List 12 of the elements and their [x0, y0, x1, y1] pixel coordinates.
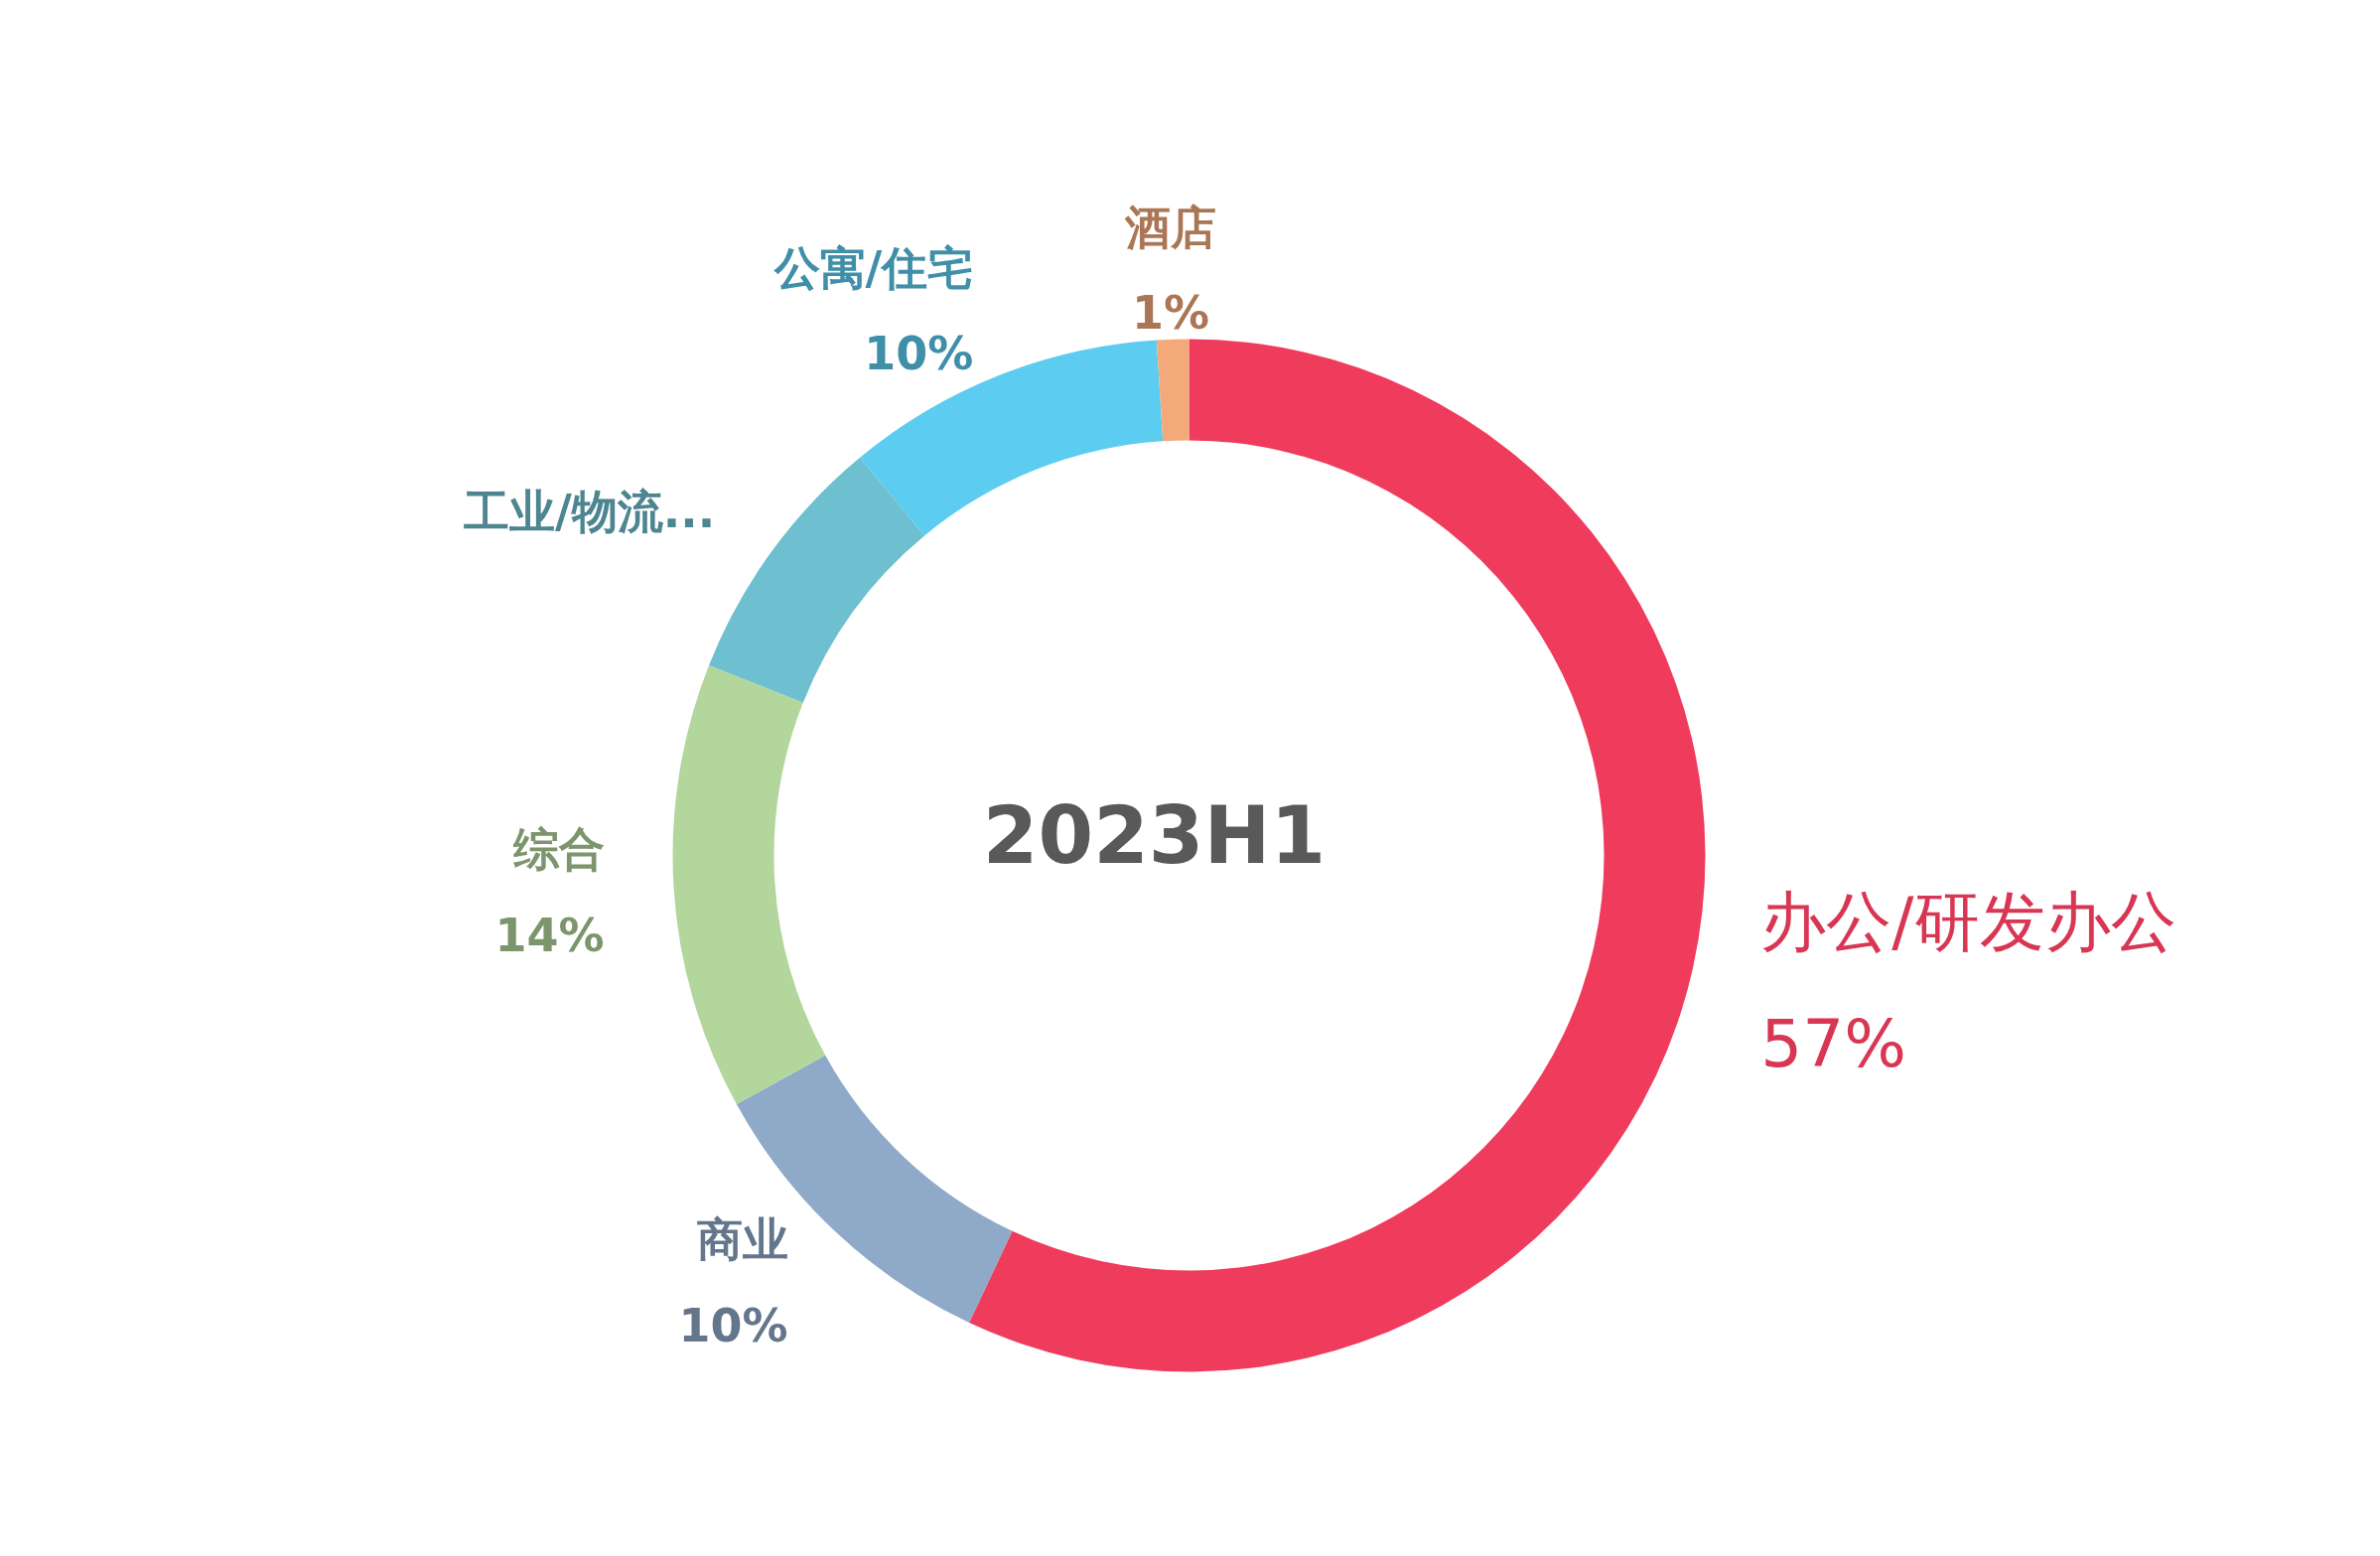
slice-label: 酒店	[1123, 200, 1216, 254]
slice-label: 商业	[696, 1212, 788, 1267]
data-label: 1%	[1131, 285, 1210, 340]
slice-label: 工业/物流...	[463, 484, 716, 538]
data-label: 10%	[678, 1298, 788, 1352]
text: 2023H1	[982, 789, 1327, 882]
slice-label: 公寓/住宅	[772, 240, 974, 295]
slice-label: 综合	[511, 822, 605, 877]
slice-label: 办公/研发办公	[1760, 884, 2176, 961]
data-label: 10%	[864, 327, 974, 381]
data-label: 14%	[494, 908, 605, 962]
data-label: 57%	[1760, 1006, 1906, 1083]
